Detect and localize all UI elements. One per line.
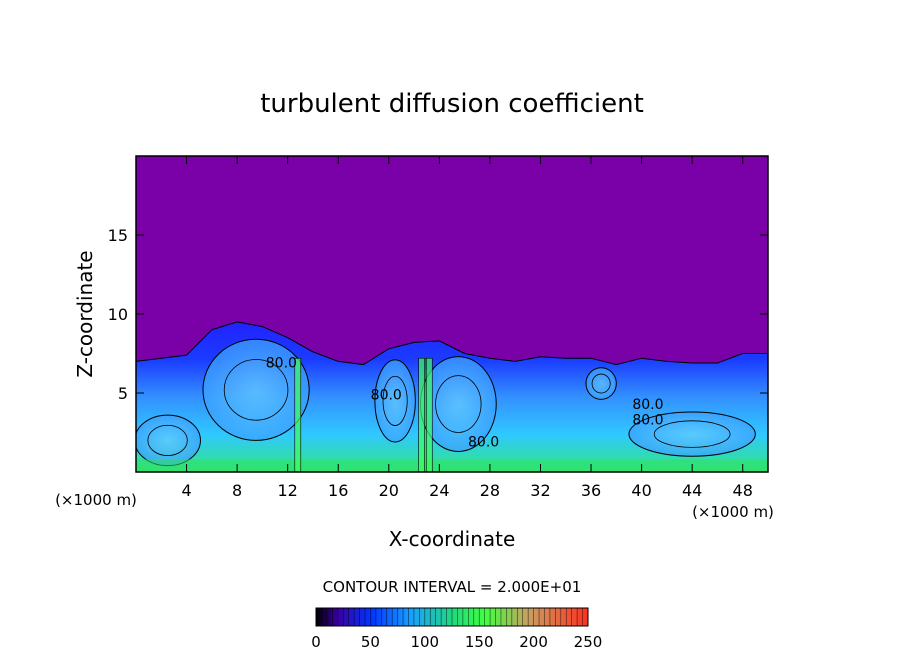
contour-label: 80.0 <box>371 387 402 403</box>
colorbar-tick-label: 150 <box>465 633 494 651</box>
colorbar-tick-label: 50 <box>361 633 380 651</box>
x-unit-right: (×1000 m) <box>692 503 774 521</box>
contour-interval-label: CONTOUR INTERVAL = 2.000E+01 <box>323 578 582 596</box>
surface-band <box>136 459 768 472</box>
x-tick-label: 16 <box>328 481 348 500</box>
colorbar-tick-label: 100 <box>410 633 439 651</box>
colorbar-tick-label: 0 <box>311 633 321 651</box>
contour-label: 80.0 <box>632 397 663 413</box>
colorbar-stripes <box>321 608 583 626</box>
x-tick-label: 20 <box>379 481 399 500</box>
x-tick-label: 48 <box>733 481 753 500</box>
x-axis: 4 8 12 16 20 24 28 32 36 40 44 48 <box>181 156 753 500</box>
x-axis-title: X-coordinate <box>389 527 516 551</box>
eddy-cell <box>374 359 416 443</box>
eddy-contour <box>653 420 731 448</box>
colorbar-ticks: 0 50 100 150 200 250 <box>311 633 602 651</box>
x-unit-left: (×1000 m) <box>55 491 137 509</box>
contour-label: 80.0 <box>632 413 663 429</box>
eddy-contour <box>591 373 611 394</box>
eddy-cell <box>585 367 617 400</box>
x-tick-label: 8 <box>232 481 242 500</box>
colorbar: 0 50 100 150 200 250 <box>311 607 602 651</box>
eddy-features <box>136 338 768 472</box>
eddy-contour <box>223 359 289 421</box>
turbulent-layer-group <box>136 321 768 472</box>
y-tick-label: 15 <box>108 226 128 245</box>
y-tick-label: 5 <box>118 384 128 403</box>
y-tick-label: 10 <box>108 305 128 324</box>
x-tick-label: 44 <box>682 481 702 500</box>
plume <box>418 357 425 472</box>
x-tick-label: 40 <box>631 481 651 500</box>
plume <box>294 357 302 472</box>
x-tick-label: 32 <box>530 481 550 500</box>
x-tick-label: 24 <box>429 481 449 500</box>
x-tick-label: 28 <box>480 481 500 500</box>
x-tick-label: 12 <box>278 481 298 500</box>
eddy-contour <box>435 375 482 433</box>
x-tick-label: 4 <box>181 481 191 500</box>
y-axis: 5 10 15 <box>108 226 768 403</box>
contour-labels: 80.080.080.080.080.0 <box>266 356 664 451</box>
colorbar-tick-label: 200 <box>519 633 548 651</box>
contour-label: 80.0 <box>266 356 297 372</box>
y-axis-title: Z-coordinate <box>73 250 97 377</box>
eddy-cell <box>628 411 756 457</box>
contour-label: 80.0 <box>468 435 499 451</box>
colorbar-tick-label: 250 <box>574 633 603 651</box>
eddy-contour <box>147 424 188 456</box>
plume <box>425 357 433 472</box>
x-tick-label: 36 <box>581 481 601 500</box>
eddy-contour <box>382 375 408 426</box>
chart-title: turbulent diffusion coefficient <box>260 89 644 119</box>
eddy-cell <box>136 414 201 467</box>
eddy-cell <box>202 338 310 441</box>
